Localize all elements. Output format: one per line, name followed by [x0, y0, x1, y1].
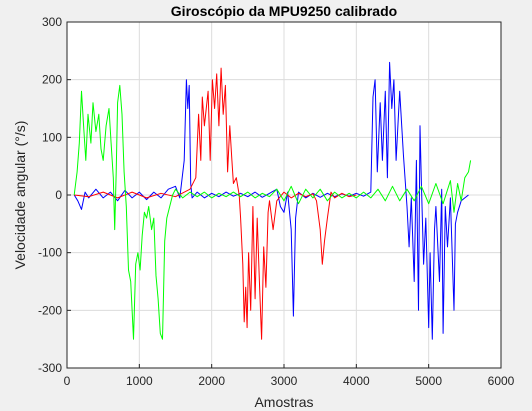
y-tick-label: -300 [38, 361, 62, 375]
x-tick-label: 4000 [343, 374, 370, 388]
x-tick-label: 5000 [415, 374, 442, 388]
y-tick-label: 300 [42, 15, 62, 29]
chart-title: Giroscópio da MPU9250 calibrado [171, 3, 397, 19]
x-tick-label: 1000 [126, 374, 153, 388]
x-tick-label: 0 [64, 374, 71, 388]
y-axis-label: Velocidade angular (°/s) [12, 121, 28, 270]
series-line-2 [74, 67, 357, 340]
x-tick-label: 3000 [271, 374, 298, 388]
series-line-3 [73, 84, 472, 340]
y-tick-label: 0 [55, 188, 62, 202]
series-line-1 [73, 61, 469, 340]
ticks: 0 1000 2000 3000 4000 5000 6000 -300 -200 -100 0 10… [38, 15, 515, 388]
x-tick-label: 2000 [198, 374, 225, 388]
y-tick-label: -200 [38, 303, 62, 317]
x-axis-label: Amostras [254, 394, 313, 410]
y-tick-label: 200 [42, 73, 62, 87]
y-tick-label: -100 [38, 246, 62, 260]
y-tick-label: 100 [42, 130, 62, 144]
x-tick-label: 6000 [488, 374, 515, 388]
series-group [73, 61, 472, 340]
